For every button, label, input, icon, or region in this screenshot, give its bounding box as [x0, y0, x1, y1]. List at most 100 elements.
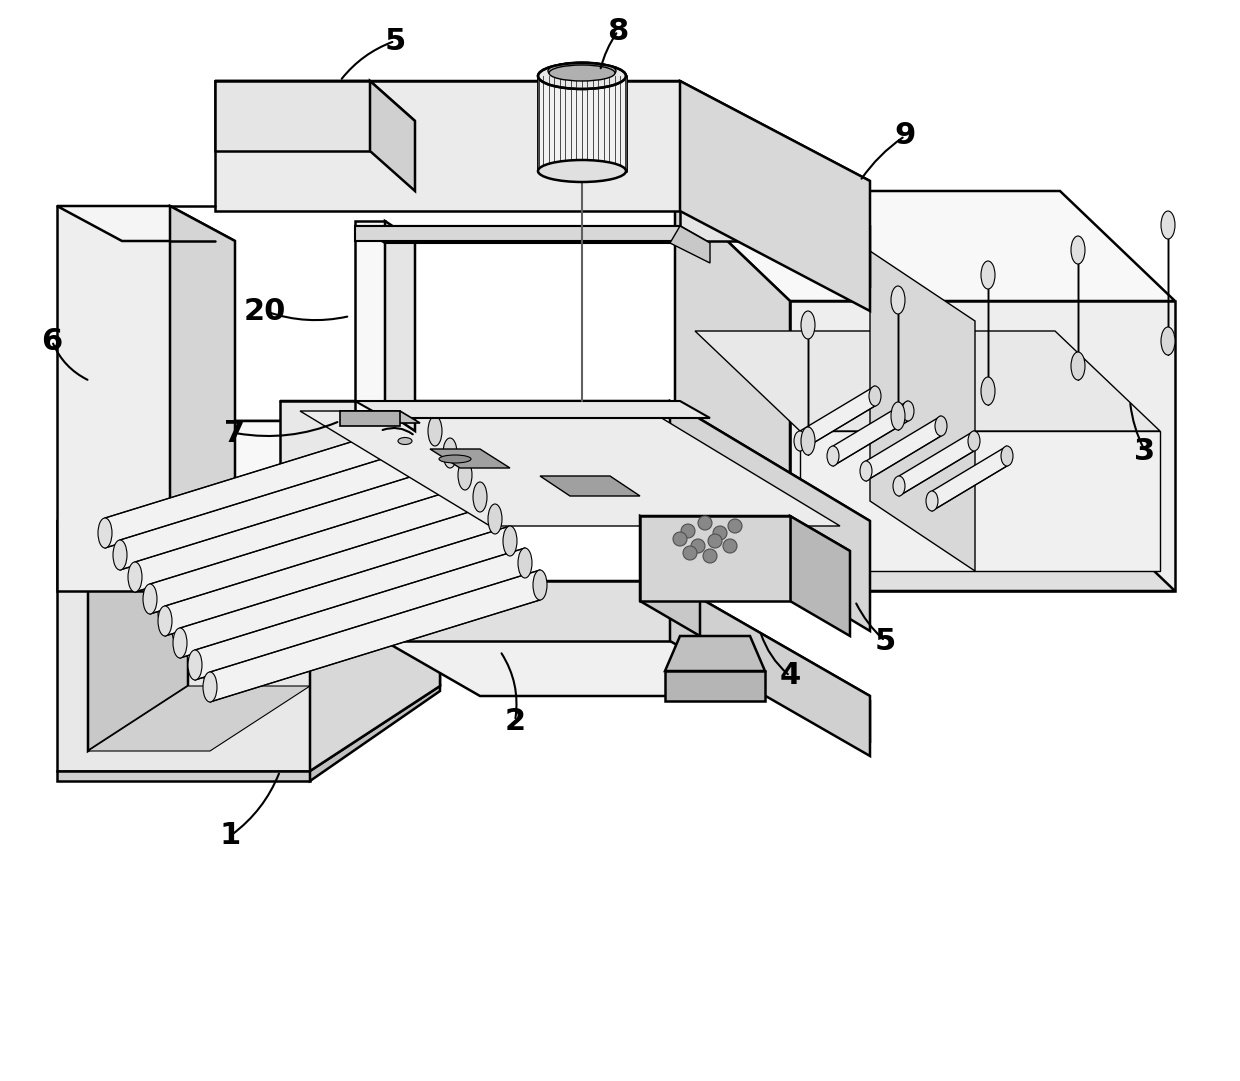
Ellipse shape — [439, 455, 471, 463]
Ellipse shape — [901, 401, 914, 421]
Polygon shape — [670, 226, 711, 263]
Text: 8: 8 — [608, 16, 629, 45]
Polygon shape — [680, 181, 870, 226]
Polygon shape — [870, 251, 975, 571]
Polygon shape — [120, 438, 450, 570]
Polygon shape — [215, 81, 680, 211]
Polygon shape — [800, 386, 875, 451]
Ellipse shape — [893, 476, 905, 496]
Ellipse shape — [143, 584, 157, 614]
Polygon shape — [215, 81, 870, 181]
Ellipse shape — [203, 672, 217, 702]
Polygon shape — [866, 416, 941, 481]
Ellipse shape — [981, 377, 994, 405]
Polygon shape — [800, 431, 1159, 571]
Ellipse shape — [981, 261, 994, 289]
Ellipse shape — [1161, 211, 1176, 239]
Polygon shape — [340, 411, 401, 426]
Polygon shape — [694, 331, 1159, 431]
Polygon shape — [192, 511, 438, 660]
Text: 20: 20 — [244, 296, 286, 325]
Polygon shape — [280, 401, 870, 521]
Text: 5: 5 — [874, 627, 895, 655]
Polygon shape — [88, 471, 188, 751]
Circle shape — [708, 534, 722, 548]
Text: 7: 7 — [224, 418, 246, 448]
Text: 2: 2 — [505, 707, 526, 735]
Ellipse shape — [157, 601, 170, 625]
Polygon shape — [384, 221, 415, 431]
Ellipse shape — [503, 526, 517, 556]
Polygon shape — [790, 301, 1176, 591]
Text: 1: 1 — [219, 822, 241, 851]
Polygon shape — [57, 421, 440, 521]
Ellipse shape — [417, 436, 429, 461]
Ellipse shape — [827, 446, 839, 466]
Polygon shape — [665, 636, 765, 671]
Polygon shape — [122, 436, 423, 571]
Circle shape — [723, 539, 737, 553]
Ellipse shape — [98, 518, 112, 548]
Ellipse shape — [489, 504, 502, 534]
Polygon shape — [675, 191, 1176, 301]
Ellipse shape — [869, 386, 880, 406]
Ellipse shape — [458, 461, 472, 490]
Ellipse shape — [174, 628, 187, 658]
Ellipse shape — [414, 421, 427, 445]
Polygon shape — [790, 516, 849, 636]
Polygon shape — [539, 476, 640, 496]
Ellipse shape — [892, 402, 905, 430]
Polygon shape — [680, 181, 790, 241]
Ellipse shape — [801, 311, 815, 339]
Polygon shape — [315, 511, 345, 580]
Ellipse shape — [533, 570, 547, 600]
Ellipse shape — [968, 431, 980, 451]
Polygon shape — [57, 206, 236, 241]
Ellipse shape — [113, 540, 126, 570]
Circle shape — [728, 519, 742, 533]
Polygon shape — [340, 411, 420, 423]
Polygon shape — [310, 421, 440, 771]
Ellipse shape — [538, 63, 626, 89]
Ellipse shape — [794, 431, 806, 451]
Polygon shape — [165, 504, 495, 636]
Ellipse shape — [102, 529, 114, 553]
Text: 4: 4 — [780, 662, 801, 691]
Ellipse shape — [398, 438, 412, 444]
Polygon shape — [370, 81, 415, 191]
Polygon shape — [355, 226, 711, 243]
Polygon shape — [188, 421, 440, 771]
Ellipse shape — [538, 160, 626, 182]
Polygon shape — [665, 671, 765, 700]
Polygon shape — [57, 521, 310, 771]
Ellipse shape — [472, 482, 487, 512]
Ellipse shape — [188, 650, 202, 680]
Polygon shape — [215, 81, 370, 151]
Ellipse shape — [427, 481, 438, 505]
Text: 3: 3 — [1135, 437, 1156, 466]
Polygon shape — [206, 526, 441, 679]
Ellipse shape — [549, 65, 615, 81]
Polygon shape — [310, 686, 440, 780]
Polygon shape — [280, 580, 670, 641]
Text: 9: 9 — [894, 121, 915, 150]
Ellipse shape — [435, 526, 446, 550]
Polygon shape — [670, 401, 870, 631]
Polygon shape — [280, 580, 870, 696]
Ellipse shape — [548, 62, 616, 80]
Ellipse shape — [935, 416, 947, 436]
Circle shape — [683, 546, 697, 560]
Circle shape — [703, 549, 717, 563]
Polygon shape — [899, 431, 973, 496]
Polygon shape — [538, 76, 626, 171]
Ellipse shape — [429, 496, 441, 520]
Polygon shape — [170, 206, 236, 626]
Polygon shape — [675, 481, 1176, 591]
Polygon shape — [280, 401, 670, 511]
Circle shape — [681, 524, 694, 538]
Polygon shape — [355, 401, 711, 418]
Ellipse shape — [1071, 352, 1085, 381]
Polygon shape — [210, 570, 539, 702]
Circle shape — [691, 539, 706, 553]
Polygon shape — [640, 516, 790, 601]
